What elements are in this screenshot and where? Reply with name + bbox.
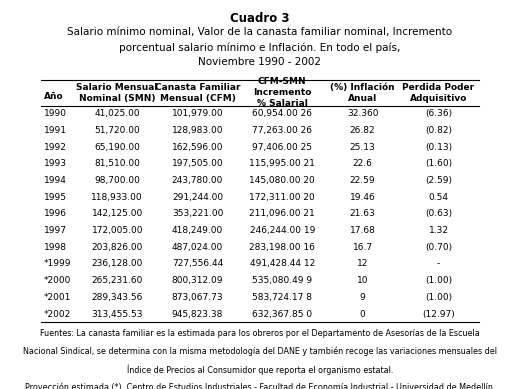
Text: 26.82: 26.82 [350,126,375,135]
Text: Perdida Poder
Adquisitivo: Perdida Poder Adquisitivo [402,82,475,103]
Text: 81,510.00: 81,510.00 [94,159,140,168]
Text: porcentual salario mínimo e Inflación. En todo el país,: porcentual salario mínimo e Inflación. E… [119,42,401,53]
Text: 291,244.00: 291,244.00 [172,193,223,202]
Text: 203,826.00: 203,826.00 [92,243,143,252]
Text: 800,312.09: 800,312.09 [172,276,223,285]
Text: 19.46: 19.46 [350,193,375,202]
Text: 17.68: 17.68 [349,226,375,235]
Text: 22.6: 22.6 [353,159,372,168]
Text: Cuadro 3: Cuadro 3 [230,12,290,25]
Text: Nacional Sindical, se determina con la misma metodología del DANE y también reco: Nacional Sindical, se determina con la m… [23,347,497,356]
Text: 118,933.00: 118,933.00 [92,193,143,202]
Text: (0.13): (0.13) [425,143,452,152]
Text: (1.60): (1.60) [425,159,452,168]
Text: 727,556.44: 727,556.44 [172,259,223,268]
Text: (0.82): (0.82) [425,126,452,135]
Text: 1996: 1996 [44,210,67,219]
Text: 0: 0 [360,310,366,319]
Text: 1998: 1998 [44,243,67,252]
Text: Noviembre 1990 - 2002: Noviembre 1990 - 2002 [199,57,321,67]
Text: 535,080.49 9: 535,080.49 9 [252,276,313,285]
Text: 12: 12 [357,259,368,268]
Text: 77,263.00 26: 77,263.00 26 [252,126,313,135]
Text: 128,983.00: 128,983.00 [172,126,223,135]
Text: (2.59): (2.59) [425,176,452,185]
Text: 9: 9 [360,293,366,302]
Text: 65,190.00: 65,190.00 [94,143,140,152]
Text: 289,343.56: 289,343.56 [92,293,143,302]
Text: (0.70): (0.70) [425,243,452,252]
Text: 491,428.44 12: 491,428.44 12 [250,259,315,268]
Text: 145,080.00 20: 145,080.00 20 [250,176,315,185]
Text: Año: Año [44,92,63,101]
Text: (0.63): (0.63) [425,210,452,219]
Text: *2002: *2002 [44,310,71,319]
Text: 236,128.00: 236,128.00 [92,259,143,268]
Text: 353,221.00: 353,221.00 [172,210,223,219]
Text: 41,025.00: 41,025.00 [95,109,140,118]
Text: 115,995.00 21: 115,995.00 21 [250,159,315,168]
Text: 10: 10 [357,276,368,285]
Text: 1997: 1997 [44,226,67,235]
Text: 313,455.53: 313,455.53 [92,310,143,319]
Text: *1999: *1999 [44,259,71,268]
Text: Fuentes: La canasta familiar es la estimada para los obreros por el Departamento: Fuentes: La canasta familiar es la estim… [40,329,480,338]
Text: 101,979.00: 101,979.00 [172,109,224,118]
Text: (1.00): (1.00) [425,293,452,302]
Text: (6.36): (6.36) [425,109,452,118]
Text: Salario mínimo nominal, Valor de la canasta familiar nominal, Incremento: Salario mínimo nominal, Valor de la cana… [68,28,452,37]
Text: CFM-SMN
Incremento
% Salarial: CFM-SMN Incremento % Salarial [253,77,311,108]
Text: 162,596.00: 162,596.00 [172,143,223,152]
Text: -: - [437,259,440,268]
Text: 1993: 1993 [44,159,67,168]
Text: 246,244.00 19: 246,244.00 19 [250,226,315,235]
Text: 487,024.00: 487,024.00 [172,243,223,252]
Text: 16.7: 16.7 [353,243,373,252]
Text: 1994: 1994 [44,176,67,185]
Text: 172,311.00 20: 172,311.00 20 [250,193,315,202]
Text: 142,125.00: 142,125.00 [92,210,143,219]
Text: 873,067.73: 873,067.73 [172,293,224,302]
Text: (1.00): (1.00) [425,276,452,285]
Text: Proyección estimada (*). Centro de Estudios Industriales - Facultad de Economía : Proyección estimada (*). Centro de Estud… [25,383,495,389]
Text: *2000: *2000 [44,276,71,285]
Text: *2001: *2001 [44,293,71,302]
Text: 0.54: 0.54 [428,193,448,202]
Text: 945,823.38: 945,823.38 [172,310,223,319]
Text: 172,005.00: 172,005.00 [92,226,143,235]
Text: 60,954.00 26: 60,954.00 26 [252,109,313,118]
Text: 283,198.00 16: 283,198.00 16 [250,243,315,252]
Text: 583,724.17 8: 583,724.17 8 [252,293,313,302]
Text: Salario Mensual
Nominal (SMN): Salario Mensual Nominal (SMN) [76,82,158,103]
Text: 243,780.00: 243,780.00 [172,176,223,185]
Text: 25.13: 25.13 [350,143,375,152]
Text: 265,231.60: 265,231.60 [92,276,143,285]
Text: 97,406.00 25: 97,406.00 25 [252,143,313,152]
Text: 1991: 1991 [44,126,67,135]
Text: 51,720.00: 51,720.00 [94,126,140,135]
Text: 211,096.00 21: 211,096.00 21 [250,210,315,219]
Text: 1990: 1990 [44,109,67,118]
Text: Canasta Familiar
Mensual (CFM): Canasta Familiar Mensual (CFM) [155,82,240,103]
Text: 98,700.00: 98,700.00 [94,176,140,185]
Text: 632,367.85 0: 632,367.85 0 [252,310,313,319]
Text: Índice de Precios al Consumidor que reporta el organismo estatal.: Índice de Precios al Consumidor que repo… [127,365,393,375]
Text: 418,249.00: 418,249.00 [172,226,223,235]
Text: 1995: 1995 [44,193,67,202]
Text: 32.360: 32.360 [347,109,379,118]
Text: 1.32: 1.32 [428,226,448,235]
Text: 22.59: 22.59 [350,176,375,185]
Text: 1992: 1992 [44,143,67,152]
Text: (%) Inflación
Anual: (%) Inflación Anual [330,82,395,103]
Text: 197,505.00: 197,505.00 [172,159,224,168]
Text: 21.63: 21.63 [350,210,375,219]
Text: (12.97): (12.97) [422,310,455,319]
